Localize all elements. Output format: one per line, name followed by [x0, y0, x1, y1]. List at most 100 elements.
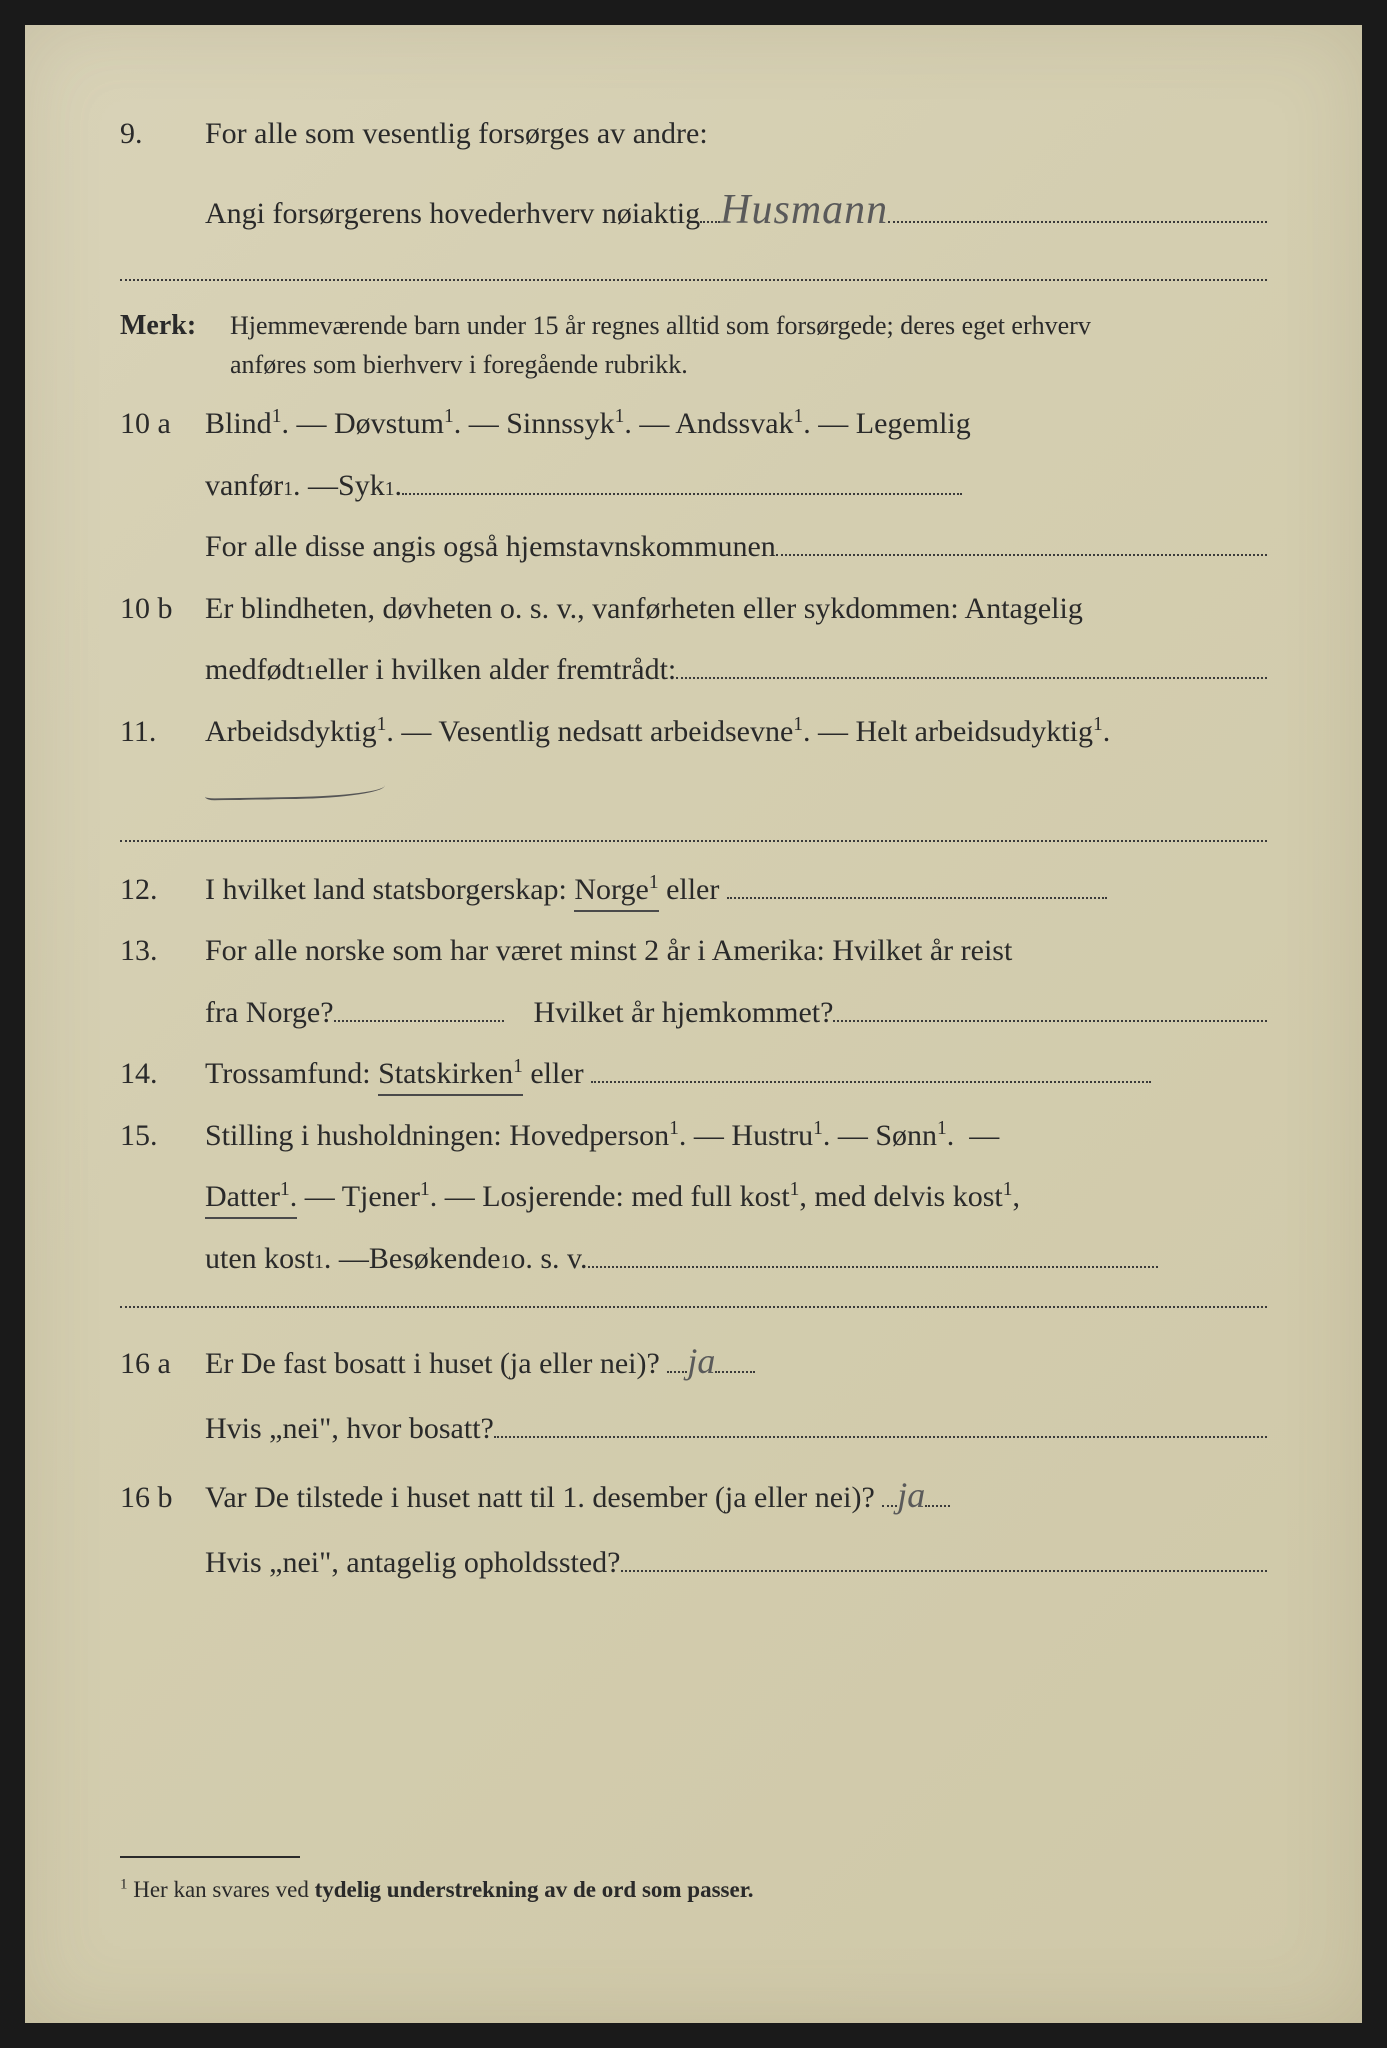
opt-norge: Norge [574, 873, 648, 906]
opt-legemlig: Legemlig [856, 407, 971, 440]
opt-udyktig: Helt arbeidsudyktig [856, 715, 1093, 748]
q15-line3: uten kost1. — Besøkende1 o. s. v. [205, 1231, 1267, 1287]
q16b-q2: Hvis „nei", antagelig opholdssted? [205, 1535, 621, 1591]
q15-body2: Datter1. — Tjener1. — Losjerende: med fu… [205, 1169, 1267, 1225]
q16a-line1: 16 a Er De fast bosatt i huset (ja eller… [120, 1328, 1267, 1395]
q12-line: 12. I hvilket land statsborgerskap: Norg… [120, 862, 1267, 918]
opt-delviskost: med delvis kost [814, 1180, 1002, 1213]
dotted-fill [700, 194, 720, 223]
merk-note: Merk: Hjemmeværende barn under 15 år reg… [120, 305, 1267, 384]
section-divider [120, 1306, 1267, 1308]
q12-prefix: I hvilket land statsborgerskap: [205, 873, 574, 906]
q16a-q2: Hvis „nei", hvor bosatt? [205, 1401, 494, 1457]
q15-body1: Stilling i husholdningen: Hovedperson1. … [205, 1108, 1267, 1164]
q10a-line3: For alle disse angis også hjemstavnskomm… [205, 519, 1267, 575]
opt-fullkost: med full kost [631, 1180, 789, 1213]
q13-text2a: fra Norge? [205, 985, 334, 1041]
document-page: 9. For alle som vesentlig forsørges av a… [25, 25, 1362, 2023]
dash: . — [679, 1119, 732, 1152]
dotted-fill [888, 194, 1267, 223]
dash: . — [454, 407, 507, 440]
dotted-fill [402, 466, 962, 495]
q13-line2: fra Norge? Hvilket år hjemkommet? [205, 985, 1267, 1041]
opt-besokende: Besøkende [369, 1231, 501, 1287]
opt-blind: Blind [205, 407, 272, 440]
dotted-fill [776, 527, 1267, 556]
dotted-fill [334, 993, 504, 1022]
q9-number: 9. [120, 105, 205, 164]
opt-syk: Syk [338, 458, 385, 514]
q10b-text2b: eller i hvilken alder fremtrådt: [315, 642, 677, 698]
opt-hustru: Hustru [731, 1119, 813, 1152]
dotted-fill [494, 1409, 1267, 1438]
footnote-sup: 1 [120, 1877, 127, 1893]
q13-text2b: Hvilket år hjemkommet? [534, 985, 834, 1041]
footnote-text: 1 Her kan svares ved tydelig understrekn… [120, 1868, 1267, 1913]
q16a-body: Er De fast bosatt i huset (ja eller nei)… [205, 1328, 1267, 1395]
q10a-body: Blind1. — Døvstum1. — Sinnssyk1. — Andss… [205, 396, 1267, 452]
q15-line1: 15. Stilling i husholdningen: Hovedperso… [120, 1108, 1267, 1164]
q13-number: 13. [120, 923, 205, 979]
q9-handwritten-answer: Husmann [720, 170, 888, 252]
q16b-body: Var De tilstede i huset natt til 1. dese… [205, 1462, 1267, 1529]
merk-label: Merk: [120, 305, 230, 347]
q12-number: 12. [120, 862, 205, 918]
q16b-answer: ja [897, 1475, 925, 1515]
q10a-text3: For alle disse angis også hjemstavnskomm… [205, 519, 776, 575]
footnote-b: tydelig understrekning av de ord som pas… [315, 1877, 754, 1902]
dash: . — [281, 407, 334, 440]
q12-suffix: eller [666, 873, 719, 906]
q14-body: Trossamfund: Statskirken1 eller [205, 1046, 1267, 1102]
q16b-line1: 16 b Var De tilstede i huset natt til 1.… [120, 1462, 1267, 1529]
footnote-region: 1 Her kan svares ved tydelig understrekn… [120, 1856, 1267, 1913]
opt-utenkost: uten kost [205, 1231, 314, 1287]
q11-line: 11. Arbeidsdyktig1. — Vesentlig nedsatt … [120, 704, 1267, 760]
q16a-q1: Er De fast bosatt i huset (ja eller nei)… [205, 1347, 660, 1380]
q9-line2: Angi forsørgerens hovederhverv nøiaktig … [205, 170, 1267, 252]
dotted-fill [591, 1054, 1151, 1083]
q10b-line1: 10 b Er blindheten, døvheten o. s. v., v… [120, 581, 1267, 637]
opt-datter: Datter [205, 1180, 280, 1213]
opt-sinnssyk: Sinnssyk [506, 407, 614, 440]
opt-arbeidsdyktig: Arbeidsdyktig [205, 715, 377, 748]
q15-number: 15. [120, 1108, 205, 1164]
footnote-a: Her kan svares ved [133, 1877, 314, 1902]
dotted-fill [588, 1239, 1158, 1268]
merk-text: Hjemmeværende barn under 15 år regnes al… [230, 306, 1267, 384]
q15-prefix: Stilling i husholdningen: [205, 1119, 509, 1152]
opt-norge-underlined: Norge1 [574, 873, 658, 906]
document-content: 9. For alle som vesentlig forsørges av a… [25, 25, 1362, 1637]
q15-osv: o. s. v. [510, 1231, 587, 1287]
q13-text1: For alle norske som har været minst 2 år… [205, 923, 1267, 979]
dash: . — [803, 407, 856, 440]
merk-text1: Hjemmeværende barn under 15 år regnes al… [230, 311, 1091, 340]
opt-andssvak: Andssvak [675, 407, 793, 440]
opt-statskirken-underlined: Statskirken1 [378, 1057, 523, 1090]
opt-nedsatt: Vesentlig nedsatt arbeidsevne [438, 715, 793, 748]
dash: . — [823, 1119, 876, 1152]
q11-swoosh [205, 761, 1267, 820]
q9-text2: Angi forsørgerens hovederhverv nøiaktig [205, 185, 700, 244]
q10b-medfodt: medfødt [205, 642, 305, 698]
dash: . — [324, 1231, 369, 1287]
dash: . — [624, 407, 675, 440]
opt-vanfor: vanfør [205, 458, 283, 514]
q13-line1: 13. For alle norske som har været minst … [120, 923, 1267, 979]
q16b-q1: Var De tilstede i huset natt til 1. dese… [205, 1481, 875, 1514]
dash: . — [293, 458, 338, 514]
q16a-number: 16 a [120, 1336, 205, 1392]
q14-prefix: Trossamfund: [205, 1057, 378, 1090]
q16b-number: 16 b [120, 1470, 205, 1526]
opt-tjener: Tjener [342, 1180, 420, 1213]
opt-datter-underlined: Datter1. [205, 1180, 297, 1213]
q10b-text1: Er blindheten, døvheten o. s. v., vanfør… [205, 581, 1267, 637]
dotted-fill [727, 870, 1107, 899]
dotted-fill [621, 1543, 1268, 1572]
q10a-line1: 10 a Blind1. — Døvstum1. — Sinnssyk1. — … [120, 396, 1267, 452]
dotted-fill [833, 993, 1267, 1022]
opt-statskirken: Statskirken [378, 1057, 513, 1090]
dotted-fill [676, 650, 1267, 679]
q9-text1: For alle som vesentlig forsørges av andr… [205, 105, 1267, 164]
q14-number: 14. [120, 1046, 205, 1102]
dash: . — [430, 1180, 483, 1213]
